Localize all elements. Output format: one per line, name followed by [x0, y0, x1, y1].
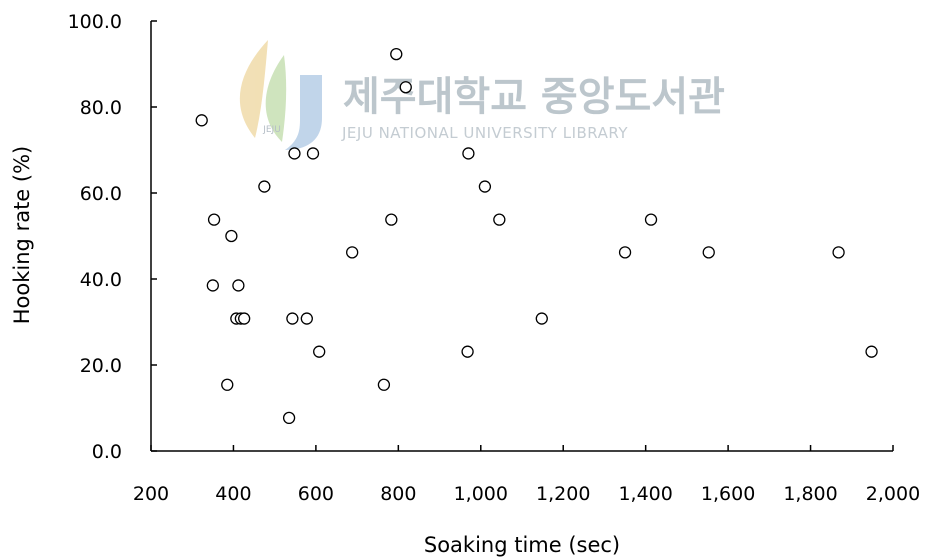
data-point	[206, 279, 219, 292]
x-tick-label: 1,200	[536, 483, 590, 505]
library-watermark: JEJU 제주대학교 중앙도서관 JEJU NATIONAL UNIVERSIT…	[239, 40, 725, 150]
data-point	[286, 312, 299, 325]
data-point	[462, 147, 475, 160]
data-point	[385, 213, 398, 226]
x-tick-label: 400	[215, 483, 251, 505]
data-point	[238, 312, 251, 325]
x-axis-ticks: 200 400 600 800 1,000 1,200 1,400 1,600 1,800 2,0…	[133, 445, 920, 505]
watermark-title: 제주대학교 중앙도서관	[343, 74, 725, 120]
data-point	[478, 180, 492, 193]
y-tick-label: 80.0	[80, 97, 122, 119]
data-point	[225, 229, 238, 243]
x-tick-label: 200	[133, 483, 169, 505]
y-tick-label: 0.0	[92, 441, 122, 463]
data-point	[461, 345, 474, 358]
data-point	[346, 246, 359, 259]
data-point	[282, 411, 296, 425]
y-tick-label: 60.0	[80, 183, 122, 205]
y-tick-label: 100.0	[68, 11, 122, 33]
y-axis-ticks: 0.0 20.0 40.0 60.0 80.0 100.0	[68, 11, 157, 463]
data-point	[493, 213, 506, 226]
data-point	[535, 312, 548, 325]
data-point	[644, 213, 658, 226]
data-point	[232, 279, 245, 292]
x-tick-label: 2,000	[866, 483, 920, 505]
x-tick-label: 1,600	[701, 483, 755, 505]
x-tick-label: 1,000	[454, 483, 508, 505]
y-tick-label: 40.0	[80, 269, 122, 291]
data-point	[399, 81, 412, 94]
data-point	[195, 114, 208, 127]
x-tick-label: 800	[380, 483, 416, 505]
y-tick-label: 20.0	[80, 355, 122, 377]
x-tick-label: 600	[298, 483, 334, 505]
data-point	[221, 378, 234, 391]
data-point	[207, 213, 221, 226]
data-point	[288, 147, 301, 160]
x-axis-title: Soaking time (sec)	[424, 533, 620, 557]
library-emblem-icon: JEJU	[239, 40, 322, 150]
data-point	[832, 246, 845, 259]
emblem-text: JEJU	[262, 125, 281, 135]
data-point	[702, 246, 715, 259]
data-point	[313, 345, 326, 358]
x-tick-label: 1,800	[783, 483, 837, 505]
data-point	[306, 147, 320, 160]
data-point	[377, 378, 391, 391]
data-point	[300, 312, 313, 325]
data-point	[390, 47, 403, 61]
x-tick-label: 1,400	[618, 483, 672, 505]
data-point	[618, 246, 632, 259]
axes	[150, 21, 893, 452]
data-point	[865, 345, 878, 358]
y-axis-title: Hooking rate (%)	[10, 146, 34, 324]
data-point	[258, 180, 271, 193]
watermark-subtitle: JEJU NATIONAL UNIVERSITY LIBRARY	[341, 124, 628, 142]
data-points	[195, 47, 878, 425]
